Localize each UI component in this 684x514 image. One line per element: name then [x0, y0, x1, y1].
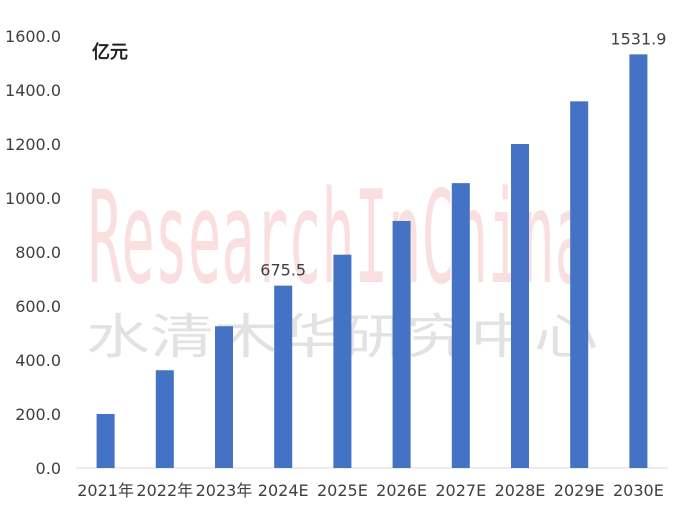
- bar: [333, 254, 352, 468]
- y-tick-label: 0.0: [36, 459, 61, 478]
- unit-label: 亿元: [92, 42, 128, 63]
- x-tick-label: 2024E: [258, 481, 309, 500]
- y-tick-label: 600.0: [15, 297, 61, 316]
- data-label: 1531.9: [610, 29, 666, 48]
- x-tick-label: 2021年: [77, 481, 134, 500]
- x-tick-label: 2025E: [317, 481, 368, 500]
- data-label: 675.5: [260, 261, 306, 280]
- labels: 2021年 2022年 2023年 2024E 675.5 2025E 2026E 2027E…: [77, 29, 666, 500]
- y-tick-label: 1000.0: [5, 189, 61, 208]
- bar: [392, 220, 411, 468]
- y-tick-label: 400.0: [15, 351, 61, 370]
- x-tick-label: 2030E: [613, 481, 664, 500]
- y-tick-label: 200.0: [15, 405, 61, 424]
- bars: [96, 54, 648, 469]
- bar: [274, 285, 293, 468]
- bar: [155, 370, 174, 468]
- bar: [570, 101, 589, 468]
- bar: [629, 54, 648, 469]
- x-tick-label: 2023年: [196, 481, 253, 500]
- x-tick-label: 2028E: [495, 481, 546, 500]
- bar: [215, 326, 233, 468]
- y-tick-label: 1400.0: [5, 81, 61, 100]
- x-tick-label: 2026E: [376, 481, 427, 500]
- bar: [96, 414, 115, 468]
- axes: 0.0 200.0 400.0 600.0 800.0 1000.0 1200.0 1400.…: [5, 27, 668, 478]
- bar: [451, 183, 470, 468]
- x-tick-label: 2027E: [435, 481, 486, 500]
- y-tick-label: 1600.0: [5, 27, 61, 46]
- bar: [511, 144, 529, 468]
- y-tick-label: 800.0: [15, 243, 61, 262]
- x-tick-label: 2029E: [554, 481, 605, 500]
- x-tick-label: 2022年: [136, 481, 193, 500]
- y-tick-label: 1200.0: [5, 135, 61, 154]
